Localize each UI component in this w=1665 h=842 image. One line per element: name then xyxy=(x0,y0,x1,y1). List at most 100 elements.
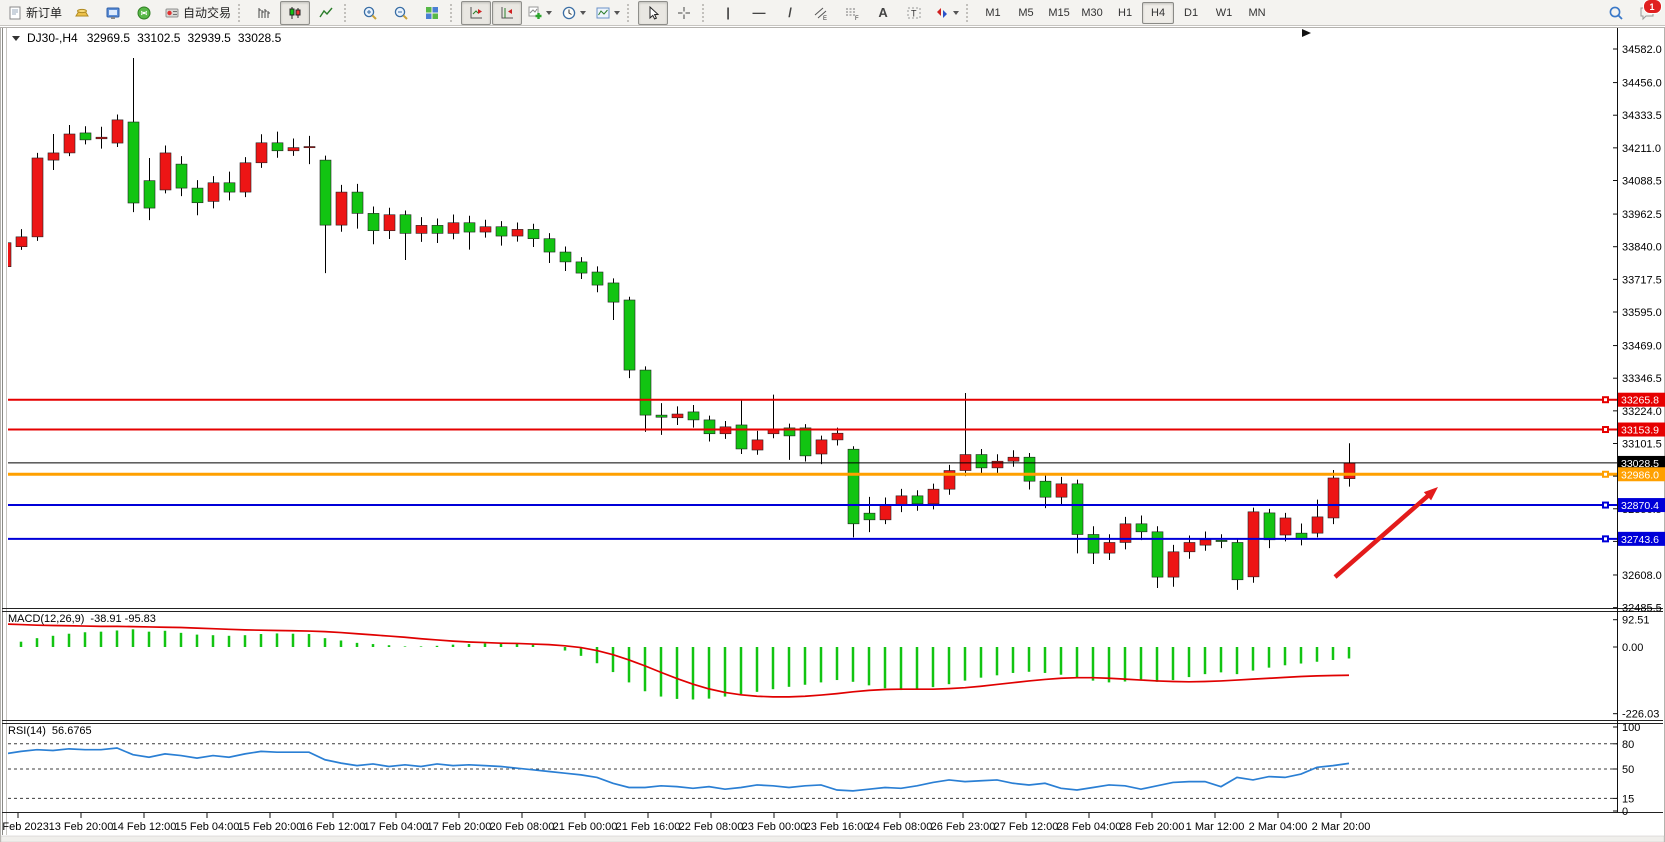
bar-chart-button[interactable] xyxy=(249,1,279,25)
price-label-box xyxy=(1618,498,1665,513)
addind-icon xyxy=(527,5,543,21)
toolbar-separator xyxy=(238,3,246,22)
chartshift-icon xyxy=(499,5,515,21)
price-tick: 33346.5 xyxy=(1622,373,1662,385)
textlabel-icon: T xyxy=(906,5,922,21)
channel-button[interactable]: E xyxy=(806,1,836,25)
scroll-to-end-marker[interactable] xyxy=(1302,29,1311,37)
chat-button[interactable]: 1 xyxy=(1632,0,1662,25)
rsi-tick: 80 xyxy=(1622,739,1634,751)
cursor-button[interactable] xyxy=(638,0,669,25)
time-label: 17 Feb 20:00 xyxy=(427,821,492,833)
timeframe-h4-button[interactable]: H4 xyxy=(1142,1,1175,24)
price-label-32870.4: 32870.4 xyxy=(1621,500,1659,512)
timeframe-w1-button[interactable]: W1 xyxy=(1215,6,1233,19)
price-tick: 34211.0 xyxy=(1622,143,1661,155)
linechart-icon xyxy=(318,5,334,21)
trendline-icon: / xyxy=(788,5,792,20)
crosshair-button[interactable] xyxy=(669,1,699,25)
autotrade-icon xyxy=(164,5,180,21)
ohlc-low: 32939.5 xyxy=(187,31,231,45)
zoom-in-button[interactable] xyxy=(355,1,385,25)
time-label: 15 Feb 20:00 xyxy=(238,821,303,833)
templates-button[interactable] xyxy=(591,1,624,25)
chart-shift-button[interactable] xyxy=(492,0,523,25)
horizontal-line-icon: — xyxy=(752,5,766,20)
time-label: 2 Mar 04:00 xyxy=(1249,821,1308,833)
search-icon xyxy=(1608,5,1624,21)
time-label: 22 Feb 08:00 xyxy=(679,821,744,833)
macd-pane xyxy=(19,629,1351,700)
timeframe-mn-button[interactable]: MN xyxy=(1248,6,1266,19)
time-label: 28 Feb 04:00 xyxy=(1057,821,1122,833)
macd-name: MACD(12,26,9) xyxy=(8,613,85,625)
price-tick: 32485.5 xyxy=(1622,603,1662,615)
timeframe-d1-button[interactable]: D1 xyxy=(1184,6,1199,19)
channel-icon: E xyxy=(813,5,829,21)
chart-window[interactable]: 34582.0 34456.0 34333.5 34211.0 34088.5 33962… xyxy=(0,27,1665,842)
price-label-33153.9: 33153.9 xyxy=(1621,425,1659,437)
macd-tick: 92.51 xyxy=(1622,615,1650,627)
text-label-button[interactable]: T xyxy=(899,1,929,25)
zoomin-icon xyxy=(362,5,378,21)
terminal-icon xyxy=(105,5,121,21)
horizontal-line-button[interactable]: — xyxy=(744,1,774,25)
price-label-32986.0: 32986.0 xyxy=(1621,469,1659,481)
timeframe-m5-button[interactable]: M5 xyxy=(1018,6,1034,19)
timeframe-m15-button[interactable]: M15 xyxy=(1048,6,1070,19)
price-tick: 34088.5 xyxy=(1622,175,1662,187)
vertical-line-button[interactable]: | xyxy=(713,1,743,25)
candlestick-chart-button[interactable] xyxy=(280,0,311,25)
price-tick: 33595.0 xyxy=(1622,307,1662,319)
timeframe-m30-button[interactable]: M30 xyxy=(1081,6,1103,19)
trend-arrow[interactable] xyxy=(1333,490,1434,579)
time-label: 17 Feb 04:00 xyxy=(364,821,429,833)
price-tick: 33962.5 xyxy=(1622,209,1662,221)
time-label: 23 Feb 00:00 xyxy=(742,821,807,833)
barchart-icon xyxy=(256,5,272,21)
bottom-strip xyxy=(0,835,1665,842)
price-tick: 34456.0 xyxy=(1622,78,1662,90)
macd-tick: -226.03 xyxy=(1622,709,1659,721)
macd-values: -38.91 -95.83 xyxy=(90,613,156,625)
time-label: 13 Feb 20:00 xyxy=(49,821,114,833)
chart-title: DJ30-,H4 32969.5 33102.5 32939.5 33028.5 xyxy=(12,31,281,45)
text-button[interactable]: A xyxy=(868,1,898,25)
timeframe-m1-button[interactable]: M1 xyxy=(985,6,1001,19)
chart-canvas[interactable]: 34582.0 34456.0 34333.5 34211.0 34088.5 33962… xyxy=(0,27,1665,842)
rsi-tick: 50 xyxy=(1622,764,1634,776)
broadcast-icon xyxy=(136,5,152,21)
chart-dropdown-icon[interactable] xyxy=(12,36,20,45)
time-label: 27 Feb 12:00 xyxy=(994,821,1059,833)
zoom-out-button[interactable] xyxy=(386,1,416,25)
time-label: 21 Feb 16:00 xyxy=(616,821,681,833)
gold-button[interactable] xyxy=(67,1,97,25)
time-label: 13 Feb 2023 xyxy=(0,821,49,833)
tile-windows-button[interactable] xyxy=(417,1,447,25)
price-label-box xyxy=(1618,392,1665,407)
price-label-32743.6: 32743.6 xyxy=(1621,534,1659,546)
broadcast-button[interactable] xyxy=(129,1,159,25)
auto-scroll-button[interactable] xyxy=(461,0,492,25)
indicators-button[interactable] xyxy=(523,1,556,25)
neworder-icon xyxy=(7,5,23,21)
rsi-tick: 0 xyxy=(1622,806,1628,818)
ohlc-open: 32969.5 xyxy=(86,31,131,45)
auto-trading-button[interactable]: 自动交易 xyxy=(160,1,235,25)
rsi-line xyxy=(8,747,1350,792)
new-order-button[interactable]: 新订单 xyxy=(3,1,66,25)
trendline-button[interactable]: / xyxy=(775,1,805,25)
time-label: 21 Feb 00:00 xyxy=(553,821,618,833)
rsi-name: RSI(14) xyxy=(8,725,46,737)
timeframe-h1-button[interactable]: H1 xyxy=(1118,6,1133,19)
time-label: 20 Feb 08:00 xyxy=(490,821,555,833)
dropdown-caret-icon xyxy=(614,11,621,18)
trend-arrow-head[interactable] xyxy=(1423,487,1438,501)
time-label: 2 Mar 20:00 xyxy=(1312,821,1371,833)
fibonacci-button[interactable]: F xyxy=(837,1,867,25)
search-button[interactable] xyxy=(1601,1,1631,25)
terminal-button[interactable] xyxy=(98,1,128,25)
line-chart-button[interactable] xyxy=(311,1,341,25)
arrows-button[interactable] xyxy=(930,1,963,25)
periods-button[interactable] xyxy=(557,1,590,25)
